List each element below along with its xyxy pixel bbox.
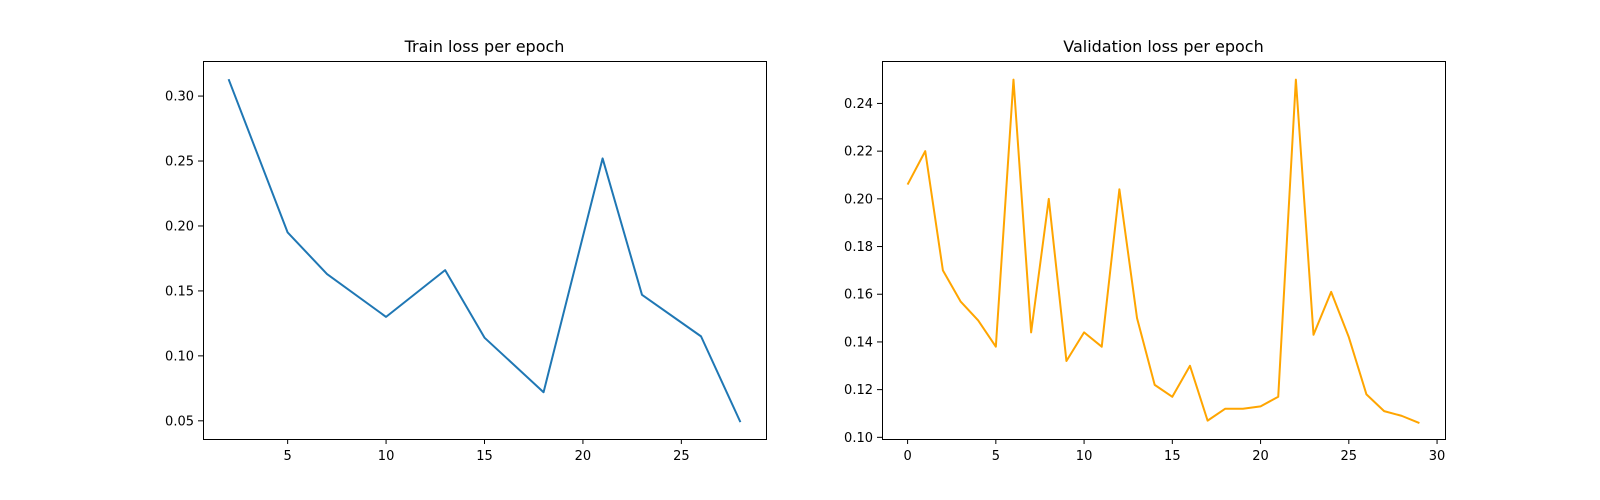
y-tick-label: 0.18 bbox=[844, 240, 873, 255]
x-tick-label: 10 bbox=[378, 449, 395, 464]
y-tick-label: 0.10 bbox=[844, 431, 873, 446]
y-tick-label: 0.15 bbox=[165, 284, 194, 299]
x-tick-label: 0 bbox=[903, 449, 911, 464]
y-tick-label: 0.22 bbox=[844, 145, 873, 160]
x-tick-label: 10 bbox=[1076, 449, 1093, 464]
y-tick-label: 0.05 bbox=[165, 414, 194, 429]
x-tick-label: 30 bbox=[1429, 449, 1446, 464]
y-tick-label: 0.25 bbox=[165, 155, 194, 170]
train-loss-chart: Train loss per epoch 5 10 15 20 25 0.05 0.10 0.… bbox=[165, 37, 767, 464]
y-tick-label: 0.16 bbox=[844, 288, 873, 303]
chart-title: Train loss per epoch bbox=[404, 37, 565, 56]
x-tick-label: 20 bbox=[1252, 449, 1269, 464]
chart-title: Validation loss per epoch bbox=[1063, 37, 1263, 56]
y-tick-label: 0.24 bbox=[844, 97, 873, 112]
x-tick-label: 15 bbox=[1164, 449, 1181, 464]
y-tick-label: 0.12 bbox=[844, 383, 873, 398]
x-tick-label: 5 bbox=[284, 449, 292, 464]
y-tick-label: 0.20 bbox=[165, 219, 194, 234]
y-tick-label: 0.10 bbox=[165, 349, 194, 364]
x-tick-label: 25 bbox=[673, 449, 690, 464]
series-line-0 bbox=[227, 78, 742, 423]
x-tick-label: 5 bbox=[992, 449, 1000, 464]
x-tick-label: 20 bbox=[575, 449, 592, 464]
y-tick-label: 0.14 bbox=[844, 335, 873, 350]
series-line-0 bbox=[906, 78, 1420, 424]
x-tick-label: 15 bbox=[476, 449, 493, 464]
y-tick-label: 0.30 bbox=[165, 90, 194, 105]
validation-loss-chart: Validation loss per epoch 0 5 10 15 20 25 30 0.… bbox=[844, 37, 1446, 464]
axes-frame bbox=[882, 61, 1446, 440]
y-tick-label: 0.20 bbox=[844, 192, 873, 207]
x-tick-label: 25 bbox=[1341, 449, 1358, 464]
